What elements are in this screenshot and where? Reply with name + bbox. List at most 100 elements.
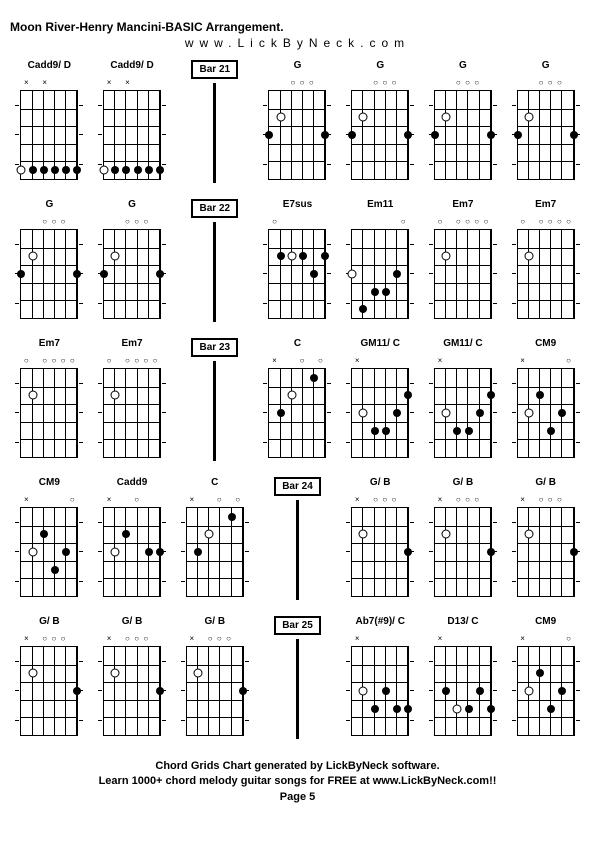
- chord-label: C: [211, 477, 218, 491]
- chord-cell: G ○○○: [93, 199, 172, 322]
- chord-cell: Ab7(#9)/ C ×: [341, 616, 420, 739]
- chord-label: G: [376, 60, 384, 74]
- chord-cell: G/ B×○○○: [424, 477, 503, 600]
- chord-diagram: ○○○○○: [434, 217, 492, 317]
- chord-diagram: ×○: [103, 495, 161, 595]
- chord-cell: D13/ C ×: [424, 616, 503, 739]
- chord-label: Cadd9/ D: [110, 60, 153, 74]
- chord-cell: GM11/ C ×: [341, 338, 420, 461]
- chord-label: D13/ C: [447, 616, 478, 630]
- bar-label: Bar 22: [191, 199, 238, 218]
- chord-label: G/ B: [535, 477, 556, 491]
- chord-cell: Em11○: [341, 199, 420, 322]
- chord-cell: Cadd9/ D ××: [10, 60, 89, 183]
- chord-cell: CM9×○: [506, 338, 585, 461]
- chord-cell: Em7 ○○○○○: [10, 338, 89, 461]
- chord-diagram: ○: [351, 217, 409, 317]
- bar-divider-cell: Bar 21: [175, 60, 254, 183]
- chord-diagram: ×: [351, 356, 409, 456]
- chord-cell: Em7 ○○○○○: [506, 199, 585, 322]
- chord-cell: E7sus○: [258, 199, 337, 322]
- bar-divider-cell: Bar 22: [175, 199, 254, 322]
- chord-diagram: ×○○○: [186, 634, 244, 734]
- chord-cell: G○○○: [424, 60, 503, 183]
- chord-diagram: ×○○: [268, 356, 326, 456]
- chord-label: G/ B: [370, 477, 391, 491]
- chord-label: Ab7(#9)/ C: [355, 616, 404, 630]
- chord-label: G: [294, 60, 302, 74]
- chord-cell: G ○○○: [506, 60, 585, 183]
- chord-cell: G/ B ×○○○: [175, 616, 254, 739]
- bar-divider-line: [213, 361, 216, 461]
- chord-cell: Em7 ○○○○○: [93, 338, 172, 461]
- chord-label: CM9: [535, 616, 556, 630]
- bar-divider-cell: Bar 23: [175, 338, 254, 461]
- chord-diagram: ○○○○○: [20, 356, 78, 456]
- chord-diagram: ○○○: [103, 217, 161, 317]
- page-title: Moon River-Henry Mancini-BASIC Arrangeme…: [10, 20, 585, 34]
- chord-label: Em7: [122, 338, 143, 352]
- chord-label: E7sus: [283, 199, 312, 213]
- chord-cell: GM11/ C ×: [424, 338, 503, 461]
- chord-label: C: [294, 338, 301, 352]
- chord-label: Em7: [39, 338, 60, 352]
- chord-diagram: ×: [351, 634, 409, 734]
- chord-diagram: ○○○: [434, 78, 492, 178]
- chord-diagram: ×○○○: [517, 495, 575, 595]
- chord-diagram: ○○○: [517, 78, 575, 178]
- chord-diagram: ○○○: [268, 78, 326, 178]
- bar-divider-cell: Bar 25: [258, 616, 337, 739]
- chord-cell: G/ B ×○○○: [506, 477, 585, 600]
- bar-divider-line: [213, 222, 216, 322]
- chord-cell: G/ B ×○○○: [10, 616, 89, 739]
- chord-label: Cadd9/ D: [28, 60, 71, 74]
- footer-line-3: Page 5: [10, 790, 585, 805]
- chord-label: G/ B: [39, 616, 60, 630]
- chord-diagram: ××: [20, 78, 78, 178]
- chord-diagram: ○○○○○: [103, 356, 161, 456]
- chord-label: G/ B: [453, 477, 474, 491]
- bar-divider-line: [296, 639, 299, 739]
- bar-label: Bar 23: [191, 338, 238, 357]
- chord-diagram: ×○○○: [103, 634, 161, 734]
- chord-diagram: ×○: [517, 634, 575, 734]
- chord-label: CM9: [39, 477, 60, 491]
- bar-divider-line: [213, 83, 216, 183]
- chord-diagram: ×○: [517, 356, 575, 456]
- chord-diagram: ○○○: [20, 217, 78, 317]
- chord-diagram: ×: [434, 356, 492, 456]
- chord-label: G: [542, 60, 550, 74]
- bar-divider-line: [296, 500, 299, 600]
- chord-diagram: ×○○: [186, 495, 244, 595]
- bar-label: Bar 21: [191, 60, 238, 79]
- bar-label: Bar 25: [274, 616, 321, 635]
- chord-label: GM11/ C: [360, 338, 399, 352]
- chord-cell: G/ B ×○○○: [93, 616, 172, 739]
- chord-label: Cadd9: [117, 477, 148, 491]
- chord-diagram: ×○: [20, 495, 78, 595]
- footer-line-2: Learn 1000+ chord melody guitar songs fo…: [10, 774, 585, 789]
- chord-label: G: [45, 199, 53, 213]
- chord-label: G/ B: [122, 616, 143, 630]
- chord-label: G: [128, 199, 136, 213]
- chord-cell: G ○○○: [258, 60, 337, 183]
- chord-diagram: ○○○○○: [517, 217, 575, 317]
- chord-diagram: ×: [434, 634, 492, 734]
- chord-label: Em7: [535, 199, 556, 213]
- chord-diagram: ×○○○: [351, 495, 409, 595]
- chord-cell: G/ B ×○○○: [341, 477, 420, 600]
- page-subtitle: www.LickByNeck.com: [10, 36, 585, 50]
- chord-cell: Cadd9 ×○: [93, 477, 172, 600]
- chord-diagram: ××: [103, 78, 161, 178]
- chord-diagram: ○○○: [351, 78, 409, 178]
- chord-cell: CM9 ×○: [506, 616, 585, 739]
- chord-diagram: ×○○○: [20, 634, 78, 734]
- bar-label: Bar 24: [274, 477, 321, 496]
- page-footer: Chord Grids Chart generated by LickByNec…: [10, 759, 585, 805]
- chord-label: Em7: [452, 199, 473, 213]
- chord-label: G/ B: [205, 616, 226, 630]
- chord-cell: C ×○○: [258, 338, 337, 461]
- chord-cell: C ×○○: [175, 477, 254, 600]
- chord-label: GM11/ C: [443, 338, 482, 352]
- chord-cell: Em7 ○○○○○: [424, 199, 503, 322]
